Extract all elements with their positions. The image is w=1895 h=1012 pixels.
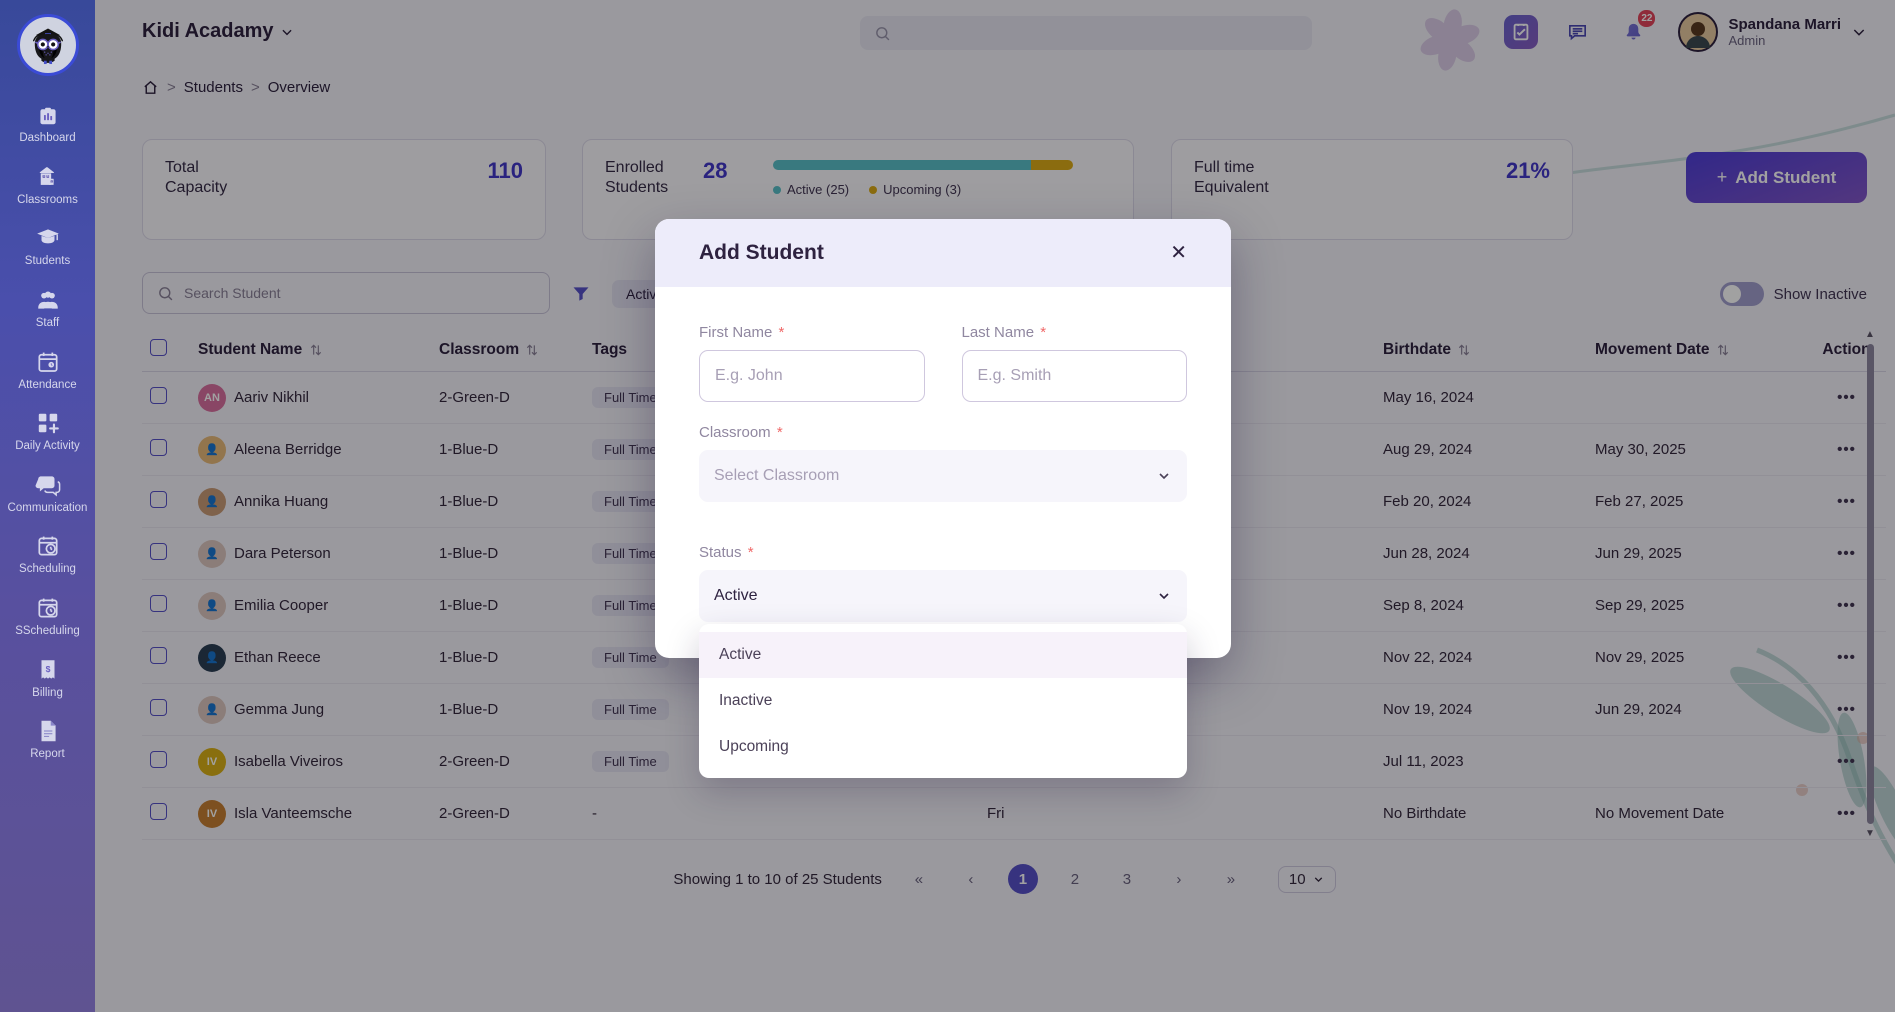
svg-text:$: $ (45, 664, 50, 674)
